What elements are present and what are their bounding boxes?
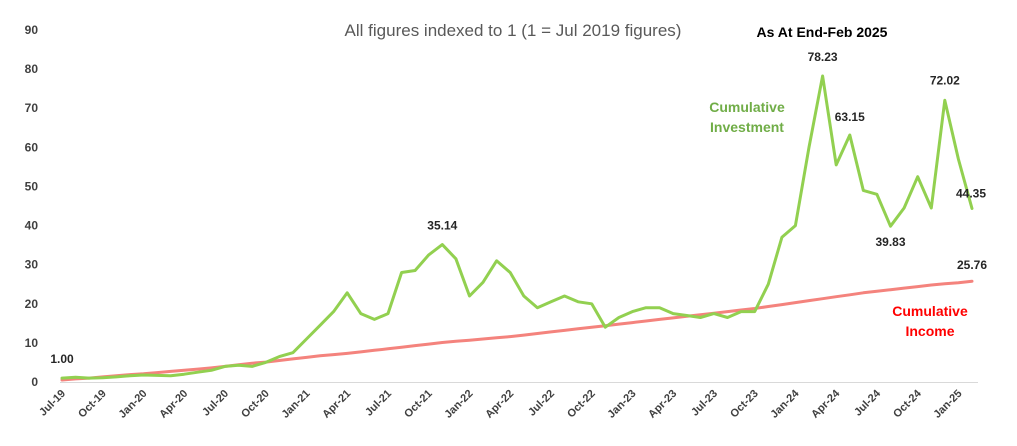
x-tick-label: Apr-24: [809, 387, 843, 421]
data-label: 39.83: [875, 235, 905, 249]
x-tick-label: Apr-22: [483, 388, 516, 421]
y-tick-label: 0: [31, 375, 38, 389]
y-tick-label: 10: [25, 336, 39, 350]
y-tick-label: 90: [25, 23, 39, 37]
x-tick-label: Jan-23: [605, 388, 638, 421]
y-tick-label: 30: [25, 258, 39, 272]
x-tick-label: Oct-23: [728, 388, 761, 421]
x-tick-label: Oct-19: [76, 388, 109, 421]
y-tick-label: 60: [25, 140, 39, 154]
series-label-cumulative-income: Cumulative Income: [892, 303, 968, 339]
x-tick-label: Jan-25: [931, 388, 964, 421]
series-line-cumulative-investment: [60, 74, 974, 380]
data-label: 72.02: [930, 73, 960, 87]
y-tick-label: 40: [25, 219, 39, 233]
x-tick-label: Jul-24: [852, 387, 884, 419]
x-tick-label: Jul-19: [37, 388, 68, 419]
chart-title: All figures indexed to 1 (1 = Jul 2019 f…: [345, 21, 682, 40]
data-label: 25.76: [957, 258, 987, 272]
x-tick-label: Jul-21: [363, 388, 394, 419]
data-label: 44.35: [956, 187, 986, 201]
y-tick-label: 80: [25, 62, 39, 76]
x-tick-label: Jan-22: [442, 388, 475, 421]
x-tick-label: Apr-21: [320, 388, 353, 421]
x-tick-label: Jul-20: [200, 388, 231, 419]
data-label: 63.15: [835, 110, 865, 124]
as-at-annotation: As At End-Feb 2025: [757, 24, 888, 40]
data-label: 1.00: [50, 352, 74, 366]
x-tick-label: Oct-24: [891, 387, 924, 420]
y-tick-label: 20: [25, 297, 39, 311]
x-tick-label: Oct-20: [239, 388, 272, 421]
y-tick-label: 50: [25, 179, 39, 193]
x-tick-label: Oct-22: [565, 388, 598, 421]
series-label-cumulative-investment: Cumulative Investment: [709, 99, 785, 135]
x-tick-label: Oct-21: [402, 388, 435, 421]
x-tick-label: Jan-24: [768, 387, 802, 421]
data-label: 78.23: [808, 50, 838, 64]
x-tick-label: Apr-20: [157, 388, 190, 421]
series-line-cumulative-income: [60, 279, 974, 382]
x-tick-label: Jul-23: [689, 388, 720, 419]
x-tick-label: Jan-21: [279, 388, 312, 421]
data-label: 35.14: [427, 219, 457, 233]
x-tick-label: Jan-20: [116, 388, 149, 421]
x-tick-label: Jul-22: [526, 388, 557, 419]
y-tick-label: 70: [25, 101, 39, 115]
x-tick-label: Apr-23: [646, 388, 679, 421]
